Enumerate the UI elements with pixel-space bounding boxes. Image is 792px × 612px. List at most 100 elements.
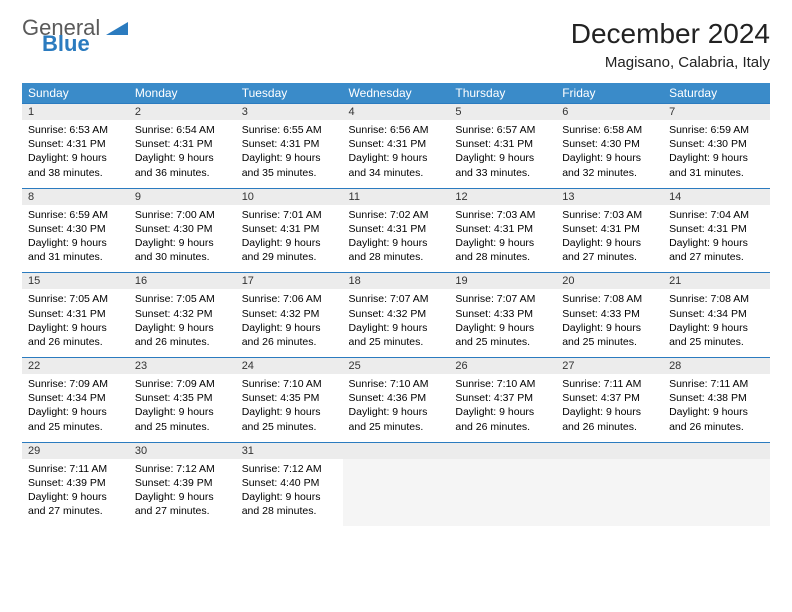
logo-text-blue: Blue <box>42 34 128 54</box>
daylight-line: Daylight: 9 hours and 38 minutes. <box>28 151 123 179</box>
day-content-cell: Sunrise: 6:59 AMSunset: 4:30 PMDaylight:… <box>663 120 770 188</box>
weekday-header-row: SundayMondayTuesdayWednesdayThursdayFrid… <box>22 83 770 104</box>
day-number-cell: 28 <box>663 358 770 375</box>
day-content-cell: Sunrise: 7:10 AMSunset: 4:36 PMDaylight:… <box>343 374 450 442</box>
daylight-line: Daylight: 9 hours and 27 minutes. <box>135 490 230 518</box>
daylight-line: Daylight: 9 hours and 28 minutes. <box>455 236 550 264</box>
day-number-cell: 13 <box>556 188 663 205</box>
calendar-table: SundayMondayTuesdayWednesdayThursdayFrid… <box>22 83 770 526</box>
day-content-cell: Sunrise: 7:05 AMSunset: 4:31 PMDaylight:… <box>22 289 129 357</box>
sunset-line: Sunset: 4:32 PM <box>242 307 337 321</box>
daylight-line: Daylight: 9 hours and 26 minutes. <box>562 405 657 433</box>
sunset-line: Sunset: 4:31 PM <box>455 137 550 151</box>
sunrise-line: Sunrise: 6:57 AM <box>455 123 550 137</box>
day-content-row: Sunrise: 6:53 AMSunset: 4:31 PMDaylight:… <box>22 120 770 188</box>
sunrise-line: Sunrise: 7:12 AM <box>135 462 230 476</box>
sunrise-line: Sunrise: 6:55 AM <box>242 123 337 137</box>
sunrise-line: Sunrise: 7:11 AM <box>562 377 657 391</box>
day-number-cell: 18 <box>343 273 450 290</box>
day-content-cell: Sunrise: 7:02 AMSunset: 4:31 PMDaylight:… <box>343 205 450 273</box>
sunset-line: Sunset: 4:31 PM <box>242 137 337 151</box>
sunrise-line: Sunrise: 6:56 AM <box>349 123 444 137</box>
day-number-cell: 8 <box>22 188 129 205</box>
day-content-cell: Sunrise: 7:12 AMSunset: 4:40 PMDaylight:… <box>236 459 343 527</box>
weekday-header: Saturday <box>663 83 770 104</box>
day-content-cell: Sunrise: 7:07 AMSunset: 4:32 PMDaylight:… <box>343 289 450 357</box>
sunset-line: Sunset: 4:34 PM <box>669 307 764 321</box>
sunrise-line: Sunrise: 7:12 AM <box>242 462 337 476</box>
day-number-row: 891011121314 <box>22 188 770 205</box>
day-number-cell <box>663 442 770 459</box>
day-content-cell: Sunrise: 7:08 AMSunset: 4:34 PMDaylight:… <box>663 289 770 357</box>
daylight-line: Daylight: 9 hours and 25 minutes. <box>135 405 230 433</box>
sunset-line: Sunset: 4:39 PM <box>28 476 123 490</box>
page-title: December 2024 <box>571 18 770 50</box>
day-number-row: 1234567 <box>22 104 770 121</box>
sunset-line: Sunset: 4:33 PM <box>455 307 550 321</box>
day-content-cell: Sunrise: 7:09 AMSunset: 4:35 PMDaylight:… <box>129 374 236 442</box>
weekday-header: Wednesday <box>343 83 450 104</box>
sunrise-line: Sunrise: 7:05 AM <box>28 292 123 306</box>
day-content-row: Sunrise: 7:05 AMSunset: 4:31 PMDaylight:… <box>22 289 770 357</box>
weekday-header: Friday <box>556 83 663 104</box>
day-content-cell: Sunrise: 7:12 AMSunset: 4:39 PMDaylight:… <box>129 459 236 527</box>
daylight-line: Daylight: 9 hours and 31 minutes. <box>28 236 123 264</box>
sunrise-line: Sunrise: 6:59 AM <box>28 208 123 222</box>
sunrise-line: Sunrise: 7:07 AM <box>349 292 444 306</box>
day-content-cell: Sunrise: 7:01 AMSunset: 4:31 PMDaylight:… <box>236 205 343 273</box>
day-content-cell: Sunrise: 7:04 AMSunset: 4:31 PMDaylight:… <box>663 205 770 273</box>
day-content-cell: Sunrise: 6:57 AMSunset: 4:31 PMDaylight:… <box>449 120 556 188</box>
day-number-cell: 17 <box>236 273 343 290</box>
sunset-line: Sunset: 4:37 PM <box>455 391 550 405</box>
daylight-line: Daylight: 9 hours and 31 minutes. <box>669 151 764 179</box>
daylight-line: Daylight: 9 hours and 25 minutes. <box>28 405 123 433</box>
day-number-cell <box>343 442 450 459</box>
daylight-line: Daylight: 9 hours and 33 minutes. <box>455 151 550 179</box>
day-number-cell: 26 <box>449 358 556 375</box>
day-content-cell: Sunrise: 6:55 AMSunset: 4:31 PMDaylight:… <box>236 120 343 188</box>
day-content-cell: Sunrise: 7:10 AMSunset: 4:37 PMDaylight:… <box>449 374 556 442</box>
daylight-line: Daylight: 9 hours and 26 minutes. <box>135 321 230 349</box>
page-subtitle: Magisano, Calabria, Italy <box>571 54 770 71</box>
sunset-line: Sunset: 4:35 PM <box>135 391 230 405</box>
day-content-cell: Sunrise: 7:07 AMSunset: 4:33 PMDaylight:… <box>449 289 556 357</box>
sunset-line: Sunset: 4:33 PM <box>562 307 657 321</box>
sunset-line: Sunset: 4:37 PM <box>562 391 657 405</box>
sunset-line: Sunset: 4:40 PM <box>242 476 337 490</box>
weekday-header: Sunday <box>22 83 129 104</box>
day-number-cell: 22 <box>22 358 129 375</box>
day-content-cell: Sunrise: 7:11 AMSunset: 4:37 PMDaylight:… <box>556 374 663 442</box>
day-number-cell: 29 <box>22 442 129 459</box>
day-number-cell: 12 <box>449 188 556 205</box>
day-number-cell: 4 <box>343 104 450 121</box>
day-content-cell: Sunrise: 6:59 AMSunset: 4:30 PMDaylight:… <box>22 205 129 273</box>
daylight-line: Daylight: 9 hours and 29 minutes. <box>242 236 337 264</box>
sunrise-line: Sunrise: 7:08 AM <box>562 292 657 306</box>
day-content-cell <box>556 459 663 527</box>
day-content-row: Sunrise: 6:59 AMSunset: 4:30 PMDaylight:… <box>22 205 770 273</box>
day-number-row: 293031 <box>22 442 770 459</box>
sunrise-line: Sunrise: 7:01 AM <box>242 208 337 222</box>
daylight-line: Daylight: 9 hours and 25 minutes. <box>349 405 444 433</box>
day-number-cell: 23 <box>129 358 236 375</box>
sunset-line: Sunset: 4:35 PM <box>242 391 337 405</box>
weekday-header: Tuesday <box>236 83 343 104</box>
sunset-line: Sunset: 4:31 PM <box>28 137 123 151</box>
sunrise-line: Sunrise: 7:00 AM <box>135 208 230 222</box>
daylight-line: Daylight: 9 hours and 30 minutes. <box>135 236 230 264</box>
day-number-cell <box>449 442 556 459</box>
day-number-cell: 16 <box>129 273 236 290</box>
day-content-cell: Sunrise: 7:10 AMSunset: 4:35 PMDaylight:… <box>236 374 343 442</box>
day-number-cell: 20 <box>556 273 663 290</box>
sunrise-line: Sunrise: 6:59 AM <box>669 123 764 137</box>
sunset-line: Sunset: 4:34 PM <box>28 391 123 405</box>
sunset-line: Sunset: 4:30 PM <box>135 222 230 236</box>
sunset-line: Sunset: 4:30 PM <box>562 137 657 151</box>
day-number-cell: 14 <box>663 188 770 205</box>
daylight-line: Daylight: 9 hours and 26 minutes. <box>242 321 337 349</box>
day-number-row: 15161718192021 <box>22 273 770 290</box>
day-content-cell <box>449 459 556 527</box>
sunrise-line: Sunrise: 6:53 AM <box>28 123 123 137</box>
sunset-line: Sunset: 4:39 PM <box>135 476 230 490</box>
sunrise-line: Sunrise: 7:10 AM <box>242 377 337 391</box>
